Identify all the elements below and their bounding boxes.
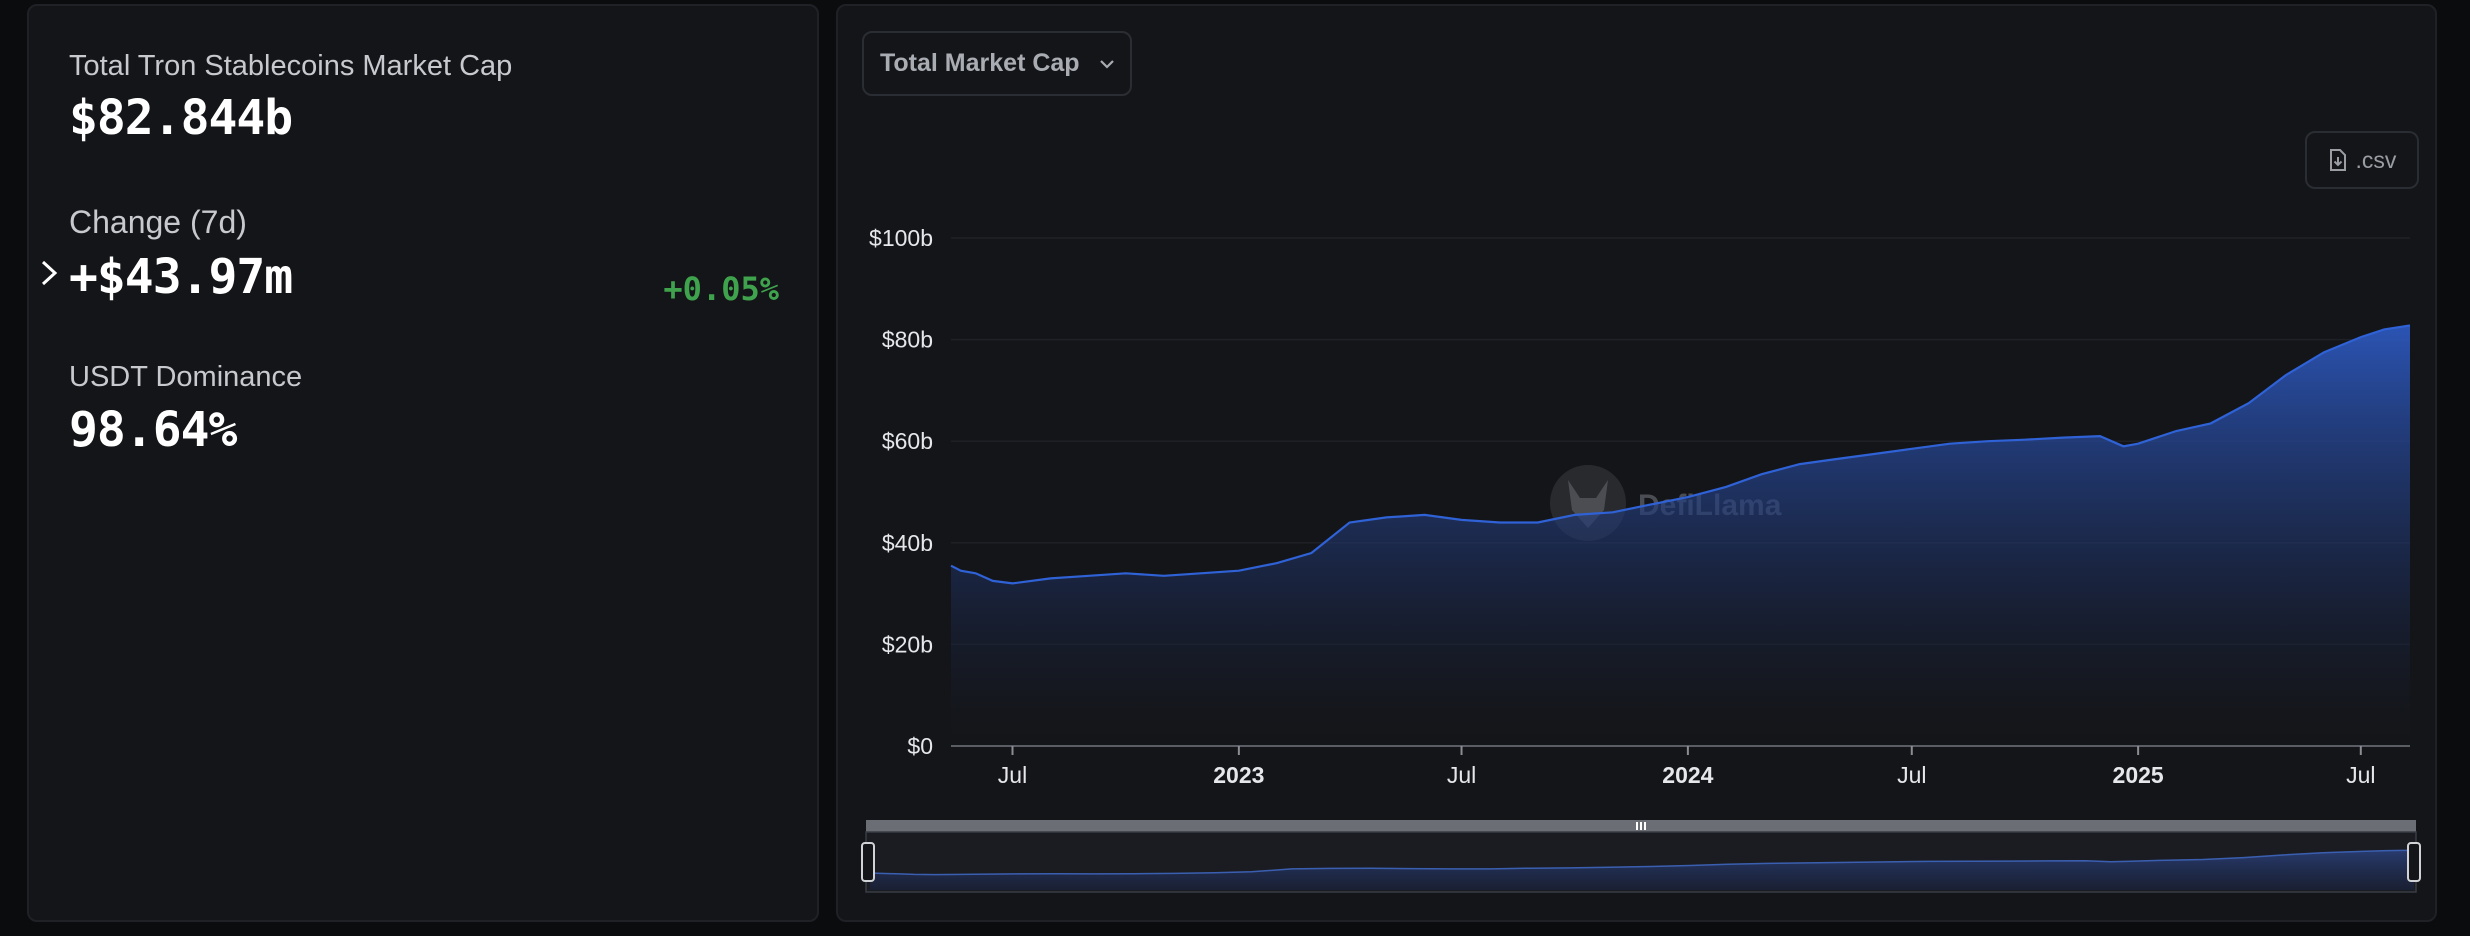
chart-panel: Total Market Cap .csv (836, 4, 2437, 922)
usdt-dominance-value: 98.64% (69, 402, 237, 458)
csv-label: .csv (2355, 146, 2397, 173)
total-market-cap-value: $82.844b (69, 90, 293, 146)
chart-metric-dropdown[interactable]: Total Market Cap (862, 31, 1132, 96)
change-7d-label: Change (7d) (69, 204, 247, 240)
file-download-icon (2329, 149, 2346, 171)
stats-panel: Total Tron Stablecoins Market Cap $82.84… (27, 4, 819, 922)
change-7d-value: +$43.97m (69, 249, 293, 305)
download-csv-button[interactable]: .csv (2305, 131, 2419, 189)
dropdown-label: Total Market Cap (880, 49, 1080, 77)
usdt-dominance-label: USDT Dominance (69, 361, 303, 393)
total-market-cap-label: Total Tron Stablecoins Market Cap (69, 50, 513, 82)
chevron-right-icon[interactable] (37, 258, 63, 288)
chevron-down-icon (1099, 59, 1114, 69)
change-7d-percent: +0.05% (663, 270, 779, 308)
